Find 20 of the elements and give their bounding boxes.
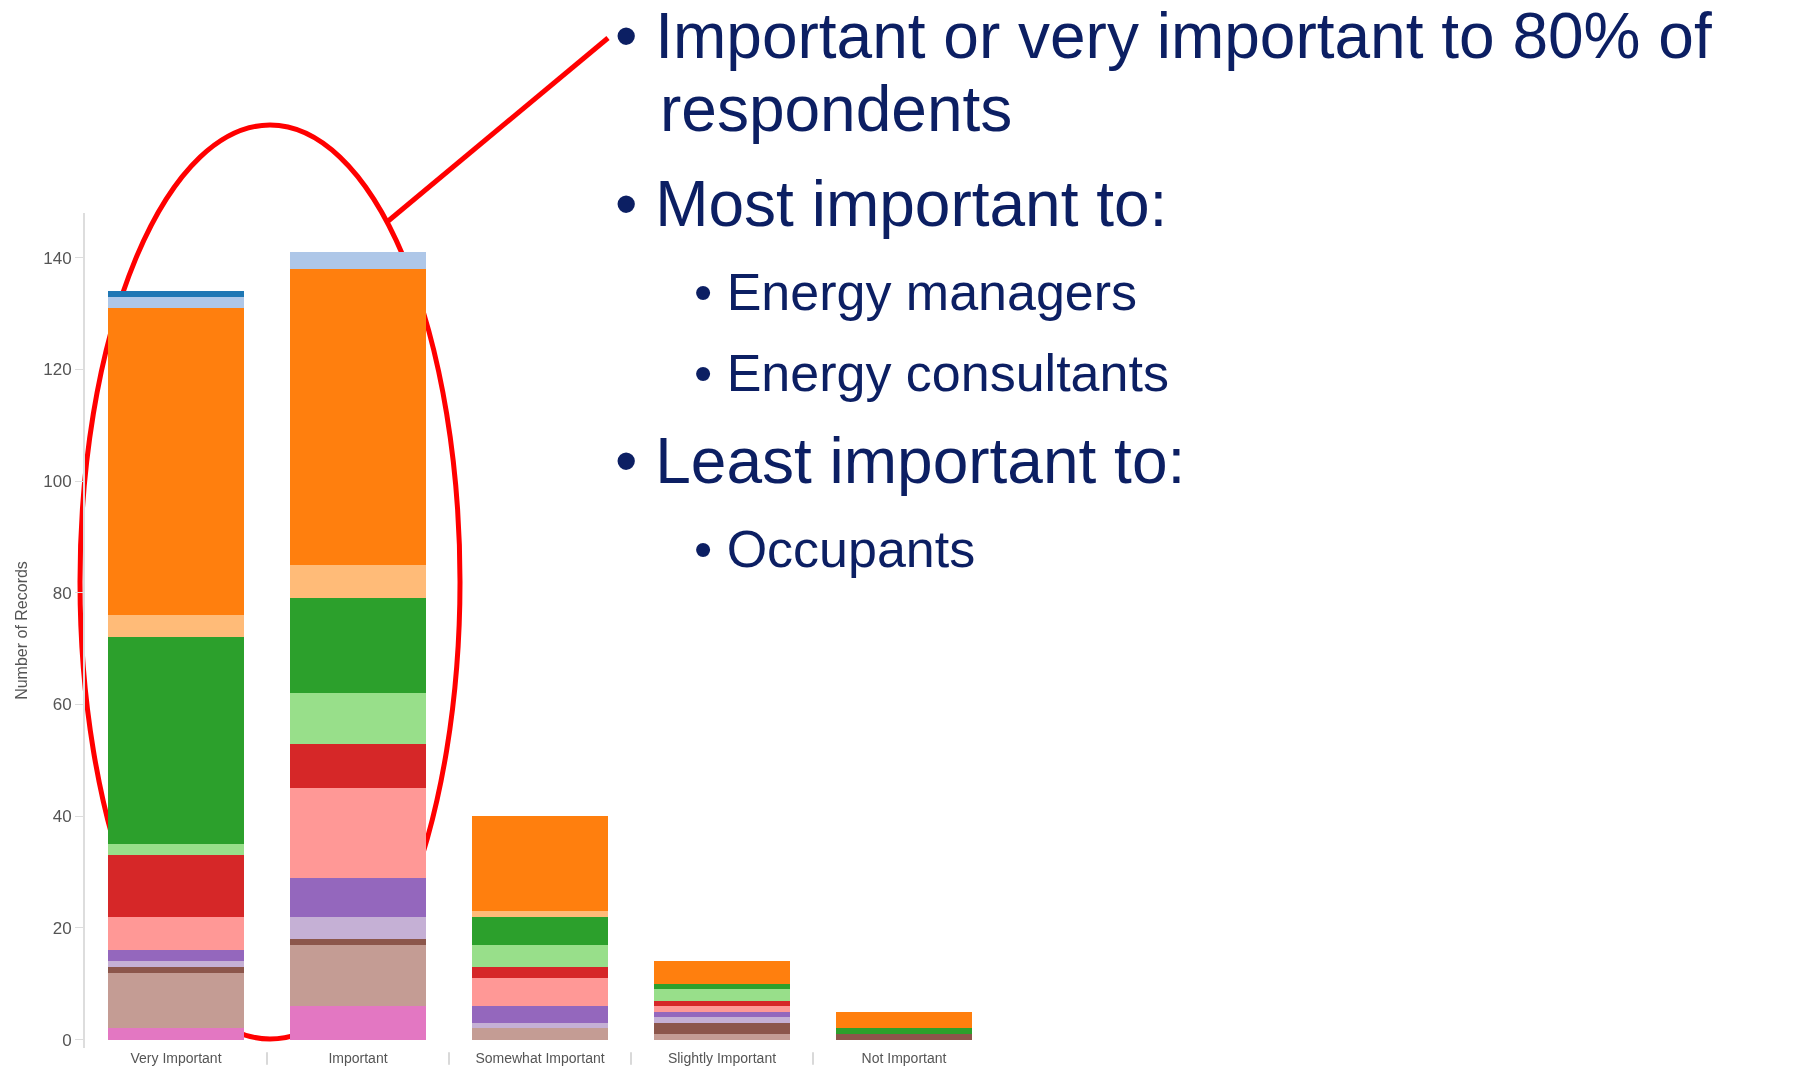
y-tick-label: 80: [52, 583, 72, 603]
annotation: • Occupants: [693, 520, 977, 580]
x-tick-label: Somewhat Important: [475, 1050, 605, 1066]
annotation: • Energy consultants: [693, 344, 1170, 404]
y-tick-label: 0: [62, 1030, 72, 1050]
y-tick-label: 120: [43, 360, 72, 380]
y-axis-title: Number of Records: [12, 561, 30, 700]
y-tick-label: 20: [52, 918, 72, 938]
x-tick-label: Important: [328, 1050, 388, 1066]
y-tick-label: 60: [52, 695, 72, 715]
y-tick-label: 100: [43, 472, 72, 492]
annotation: • Least important to:: [614, 425, 1187, 499]
annotation: • Energy managers: [693, 262, 1139, 323]
x-tick-label: Slightly Important: [667, 1050, 777, 1066]
y-tick-label: 140: [43, 248, 72, 268]
y-tick-label: 40: [52, 807, 72, 827]
x-tick-label: Not Important: [861, 1050, 947, 1066]
text: • Important or very important to 80% of respondents: [614, 0, 1713, 146]
annotation: • Most important to:: [614, 167, 1169, 241]
x-tick-label: Very Important: [130, 1050, 222, 1066]
